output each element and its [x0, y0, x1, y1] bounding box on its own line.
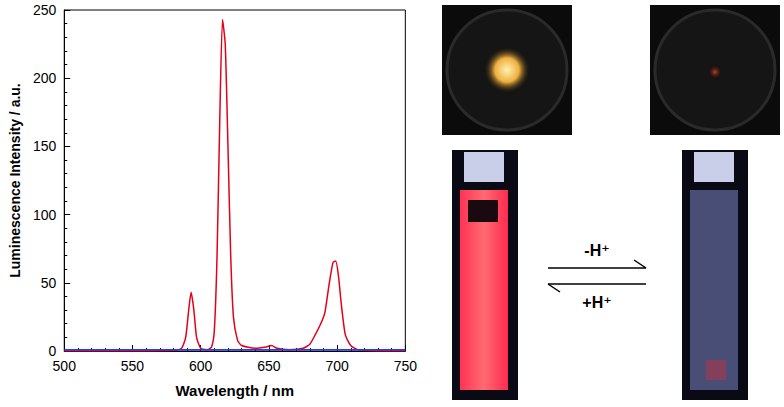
svg-text:500: 500 — [53, 358, 77, 374]
svg-text:150: 150 — [33, 138, 57, 154]
svg-text:200: 200 — [33, 70, 57, 86]
svg-text:250: 250 — [33, 2, 57, 18]
svg-text:-H⁺: -H⁺ — [584, 242, 609, 259]
svg-text:550: 550 — [121, 358, 145, 374]
svg-text:600: 600 — [189, 358, 213, 374]
svg-text:+H⁺: +H⁺ — [582, 294, 611, 311]
svg-text:750: 750 — [394, 358, 418, 374]
svg-text:50: 50 — [41, 275, 57, 291]
svg-text:Luminescence Intensity / a.u.: Luminescence Intensity / a.u. — [7, 83, 23, 278]
svg-text:700: 700 — [325, 358, 349, 374]
svg-text:0: 0 — [48, 343, 56, 359]
svg-text:650: 650 — [257, 358, 281, 374]
svg-text:Wavelength / nm: Wavelength / nm — [175, 382, 294, 399]
svg-text:100: 100 — [33, 207, 57, 223]
